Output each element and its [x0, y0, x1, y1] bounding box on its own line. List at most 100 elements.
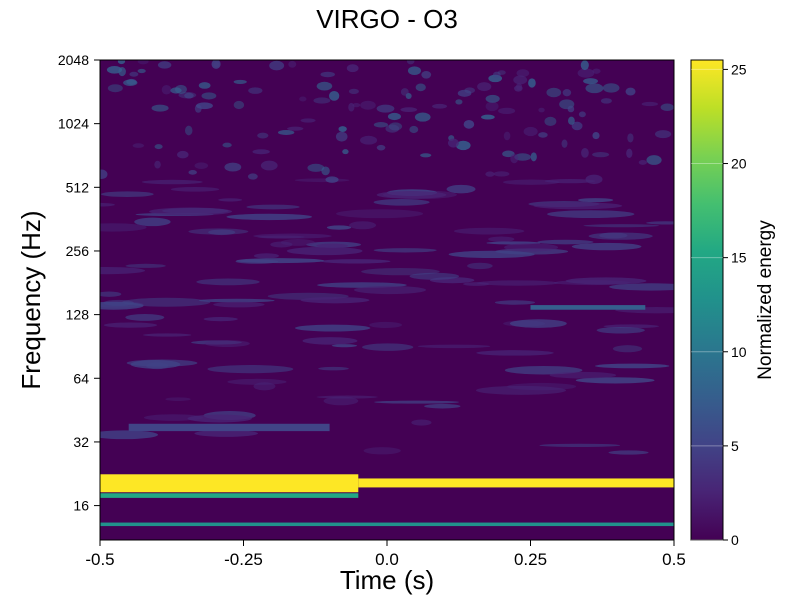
y-tick-label: 256 — [66, 243, 90, 259]
noise-blob — [316, 81, 333, 91]
y-tick-label: 16 — [73, 498, 89, 514]
noise-blob — [100, 266, 145, 275]
energy-feature — [530, 305, 646, 310]
noise-blob — [177, 150, 189, 159]
noise-blob — [585, 174, 603, 185]
noise-blob — [320, 71, 335, 78]
noise-blob — [538, 107, 545, 113]
noise-blob — [537, 239, 594, 245]
noise-blob — [349, 221, 377, 230]
noise-blob — [516, 83, 523, 91]
noise-blob — [294, 178, 350, 183]
noise-blob — [257, 235, 305, 239]
noise-blob — [376, 104, 395, 113]
noise-blob — [360, 135, 378, 145]
noise-blob — [407, 66, 421, 76]
noise-blob — [533, 202, 623, 210]
noise-blob — [485, 101, 499, 112]
noise-blob — [188, 228, 249, 235]
noise-blob — [348, 88, 359, 94]
noise-blob — [125, 263, 166, 268]
noise-blob — [125, 313, 165, 321]
noise-blob — [335, 131, 348, 142]
noise-blob — [331, 344, 358, 348]
noise-blob — [592, 131, 600, 140]
noise-blob — [409, 272, 460, 280]
noise-blob — [287, 126, 304, 131]
noise-blob — [626, 148, 633, 159]
noise-blob — [325, 176, 339, 183]
noise-blob — [236, 258, 325, 264]
noise-blob — [376, 191, 447, 199]
noise-blob — [154, 160, 161, 169]
noise-texture — [100, 60, 674, 455]
noise-blob — [387, 112, 401, 121]
noise-blob — [194, 162, 209, 169]
colorbar-tick-label: 10 — [731, 344, 747, 360]
noise-blob — [100, 291, 122, 297]
noise-blob — [307, 163, 325, 172]
noise-blob — [544, 178, 596, 184]
noise-blob — [100, 223, 147, 232]
noise-blob — [100, 202, 115, 207]
noise-blob — [485, 171, 495, 177]
noise-blob — [592, 68, 601, 74]
noise-blob — [446, 184, 476, 194]
noise-blob — [247, 173, 258, 180]
noise-blob — [194, 429, 258, 437]
noise-blob — [411, 419, 432, 426]
noise-blob — [338, 126, 347, 132]
noise-blob — [352, 103, 361, 108]
x-tick-label: 0.5 — [662, 550, 686, 569]
noise-blob — [106, 65, 123, 74]
noise-blob — [316, 243, 349, 248]
noise-blob — [406, 60, 415, 65]
noise-blob — [400, 88, 409, 96]
noise-blob — [257, 132, 269, 139]
noise-blob — [509, 319, 567, 328]
colorbar-tick-label: 15 — [731, 250, 747, 266]
noise-blob — [151, 104, 169, 112]
noise-blob — [196, 102, 213, 110]
noise-blob — [504, 243, 559, 252]
noise-blob — [294, 324, 371, 332]
noise-blob — [475, 385, 566, 395]
noise-blob — [253, 382, 276, 391]
noise-blob — [170, 186, 220, 192]
noise-blob — [424, 403, 461, 409]
noise-blob — [198, 298, 275, 303]
noise-blob — [385, 124, 400, 133]
noise-blob — [627, 133, 634, 143]
noise-blob — [321, 166, 330, 176]
noise-blob — [201, 92, 217, 100]
noise-blob — [660, 103, 674, 112]
noise-blob — [165, 397, 191, 401]
noise-blob — [354, 285, 426, 295]
noise-blob — [218, 198, 243, 202]
noise-blob — [476, 350, 554, 356]
y-tick-label: 32 — [73, 434, 89, 450]
noise-blob — [544, 116, 557, 126]
noise-blob — [400, 107, 418, 113]
noise-blob — [326, 225, 352, 230]
x-tick-label: -0.25 — [224, 550, 263, 569]
noise-blob — [373, 248, 437, 253]
y-tick-label: 1024 — [58, 116, 89, 132]
noise-blob — [196, 278, 260, 286]
noise-blob — [248, 87, 263, 94]
noise-blob — [608, 450, 649, 455]
noise-blob — [204, 340, 250, 348]
noise-blob — [323, 396, 359, 406]
noise-blob — [373, 199, 430, 206]
x-tick-label: -0.5 — [85, 550, 114, 569]
noise-blob — [595, 363, 670, 369]
energy-feature — [358, 478, 674, 488]
noise-blob — [420, 153, 432, 158]
noise-blob — [448, 250, 535, 259]
noise-blob — [583, 78, 598, 85]
noise-blob — [585, 83, 604, 94]
noise-blob — [270, 241, 293, 248]
energy-feature — [100, 493, 359, 498]
noise-blob — [100, 169, 108, 180]
